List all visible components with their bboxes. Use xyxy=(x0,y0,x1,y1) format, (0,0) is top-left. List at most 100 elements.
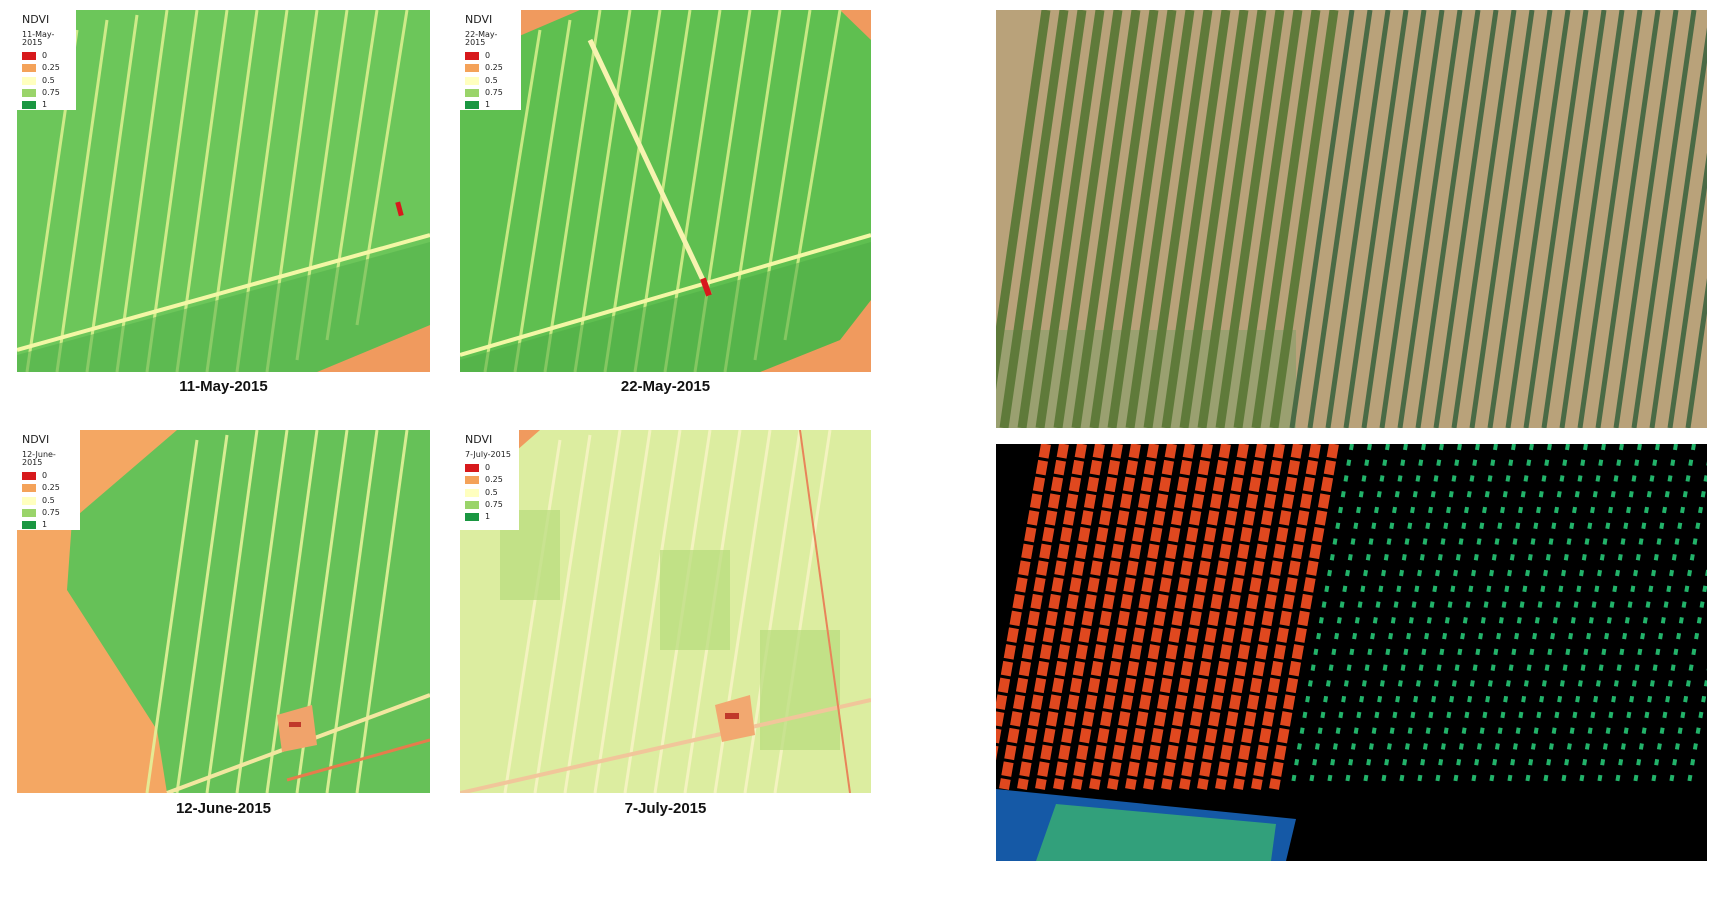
vine-row xyxy=(1614,444,1678,790)
legend-entry: 0.75 xyxy=(22,87,70,99)
vine-row xyxy=(1523,10,1589,428)
legend-entry: 0.25 xyxy=(465,62,515,74)
vine-row xyxy=(1577,10,1643,428)
map-caption: 22-May-2015 xyxy=(620,378,711,395)
legend-swatch xyxy=(22,509,36,518)
ndvi-map-22-may: NDVI 22-May-2015 0 0.25 0.5 0.75 1 xyxy=(460,10,871,372)
vine-row xyxy=(1233,444,1303,790)
vine-row xyxy=(1650,461,1707,790)
vine-row xyxy=(1017,444,1087,790)
vine-row xyxy=(1596,444,1660,790)
vine-row xyxy=(1326,444,1390,790)
legend-swatch xyxy=(22,472,36,481)
legend-swatch xyxy=(465,464,479,473)
vine-row xyxy=(999,444,1069,790)
vine-row xyxy=(1488,444,1552,790)
legend-date: 7-July-2015 xyxy=(465,450,511,459)
vine-row xyxy=(1632,444,1696,790)
vine-row xyxy=(1325,10,1391,428)
legend-entry: 1 xyxy=(22,99,70,111)
vine-row xyxy=(1362,444,1426,790)
vine-row xyxy=(1667,152,1707,428)
vine-row xyxy=(1289,10,1355,428)
vine-row xyxy=(1089,444,1159,790)
legend-swatch xyxy=(465,488,479,497)
legend-entry: 0.75 xyxy=(465,499,513,511)
legend-swatch xyxy=(465,89,479,98)
vine-row xyxy=(1035,444,1105,790)
ndvi-map-7-july: NDVI 7-July-2015 0 0.25 0.5 0.75 1 xyxy=(460,430,871,793)
vine-row xyxy=(1215,444,1285,790)
vine-row xyxy=(1107,10,1177,428)
vine-row xyxy=(1398,444,1462,790)
vine-row xyxy=(1541,10,1607,428)
legend-entry: 0.5 xyxy=(465,487,513,499)
vine-row xyxy=(1307,10,1373,428)
ndvi-map-image xyxy=(17,10,430,372)
vine-row xyxy=(1143,444,1213,790)
vine-row xyxy=(1434,444,1498,790)
vine-row xyxy=(1053,10,1123,428)
vine-row xyxy=(996,444,1051,761)
vine-row xyxy=(1107,444,1177,790)
vine-row xyxy=(1215,10,1285,428)
vine-row xyxy=(1613,10,1679,428)
legend-entry: 0 xyxy=(465,50,515,62)
vine-row xyxy=(1344,444,1408,790)
ndvi-map-image xyxy=(460,10,871,372)
legend-date: 12-June-2015 xyxy=(22,450,56,467)
vine-row xyxy=(1433,10,1499,428)
vine-row xyxy=(1470,444,1534,790)
vine-row xyxy=(1379,10,1445,428)
legend-title: NDVI xyxy=(465,433,493,446)
legend-entry: 0.25 xyxy=(22,62,70,74)
vine-row xyxy=(1251,10,1321,428)
legend-swatch xyxy=(465,501,479,510)
legend-swatch xyxy=(22,76,36,85)
vine-row xyxy=(1559,10,1625,428)
vine-row xyxy=(996,10,1051,391)
map-caption: 7-July-2015 xyxy=(624,800,707,817)
vine-row xyxy=(1197,10,1267,428)
legend-swatch xyxy=(22,521,36,530)
legend-swatch xyxy=(22,496,36,505)
vine-row xyxy=(1017,10,1087,428)
legend-swatch xyxy=(22,89,36,98)
vine-row xyxy=(1578,444,1642,790)
legend-swatch xyxy=(22,484,36,493)
legend-title: NDVI xyxy=(22,13,50,26)
ndvi-legend: NDVI 7-July-2015 0 0.25 0.5 0.75 1 xyxy=(460,430,519,530)
vine-row xyxy=(1487,10,1553,428)
vine-row xyxy=(1524,444,1588,790)
vine-row xyxy=(1560,444,1624,790)
legend-swatch xyxy=(465,76,479,85)
legend-entry: 0.5 xyxy=(465,75,515,87)
vine-row xyxy=(1308,444,1372,790)
vine-row xyxy=(1161,10,1231,428)
legend-date: 11-May-2015 xyxy=(22,30,55,47)
aerial-rgb-photo xyxy=(996,10,1707,428)
legend-entry: 1 xyxy=(22,519,74,531)
legend-entry: 0.5 xyxy=(22,495,74,507)
vine-row xyxy=(1035,10,1105,428)
vine-rows xyxy=(996,444,1707,790)
vine-row xyxy=(1179,444,1249,790)
vine-rows xyxy=(996,10,1707,428)
ndvi-legend: NDVI 11-May-2015 0 0.25 0.5 0.75 1 xyxy=(17,10,76,110)
vine-row xyxy=(1397,10,1463,428)
vine-row xyxy=(1505,10,1571,428)
vine-row xyxy=(1269,10,1339,428)
vine-row xyxy=(1197,444,1267,790)
legend-swatch xyxy=(22,101,36,110)
legend-swatch xyxy=(465,101,479,110)
vine-row xyxy=(1469,10,1535,428)
vine-row xyxy=(1668,564,1707,790)
vine-row xyxy=(1416,444,1480,790)
vine-row xyxy=(1125,444,1195,790)
legend-title: NDVI xyxy=(465,13,493,26)
index-map-image xyxy=(996,444,1707,861)
legend-title: NDVI xyxy=(22,433,50,446)
vine-row xyxy=(1649,27,1707,428)
vine-row xyxy=(1233,10,1303,428)
ndvi-map-image xyxy=(17,430,430,793)
